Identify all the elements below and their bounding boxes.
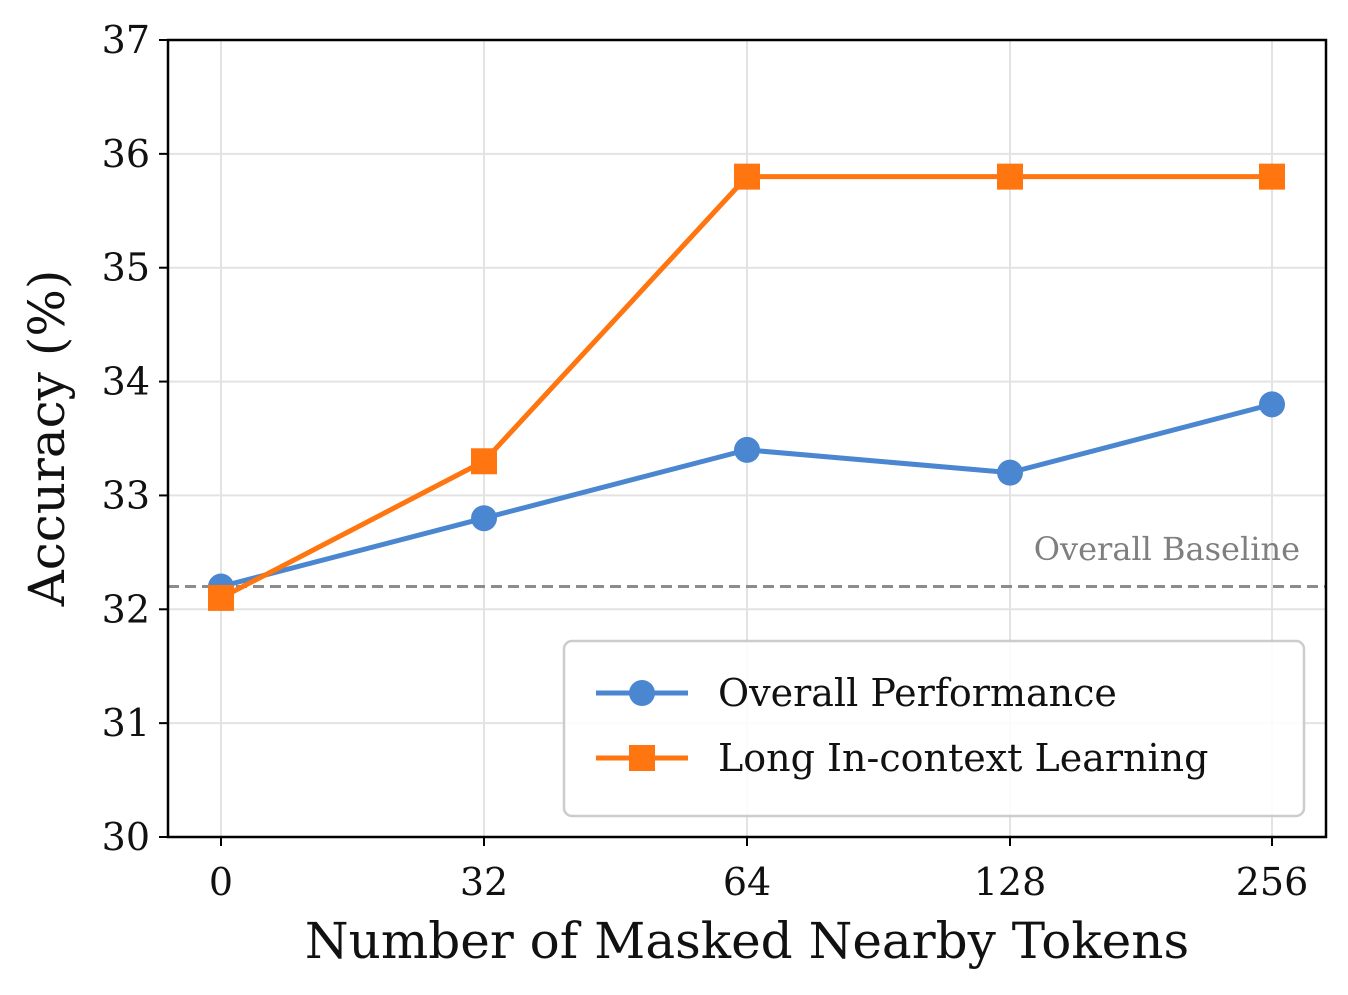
x-tick-label: 64 <box>723 860 771 904</box>
baseline-group: Overall Baseline <box>168 530 1326 589</box>
x-tick-label: 128 <box>974 860 1047 904</box>
legend-box <box>562 639 1306 818</box>
x-tick-label: 256 <box>1236 860 1309 904</box>
legend-label: Long In-context Learning <box>718 736 1208 780</box>
legend: Overall Performance Long In-context Learn… <box>562 639 1306 818</box>
data-point <box>1259 391 1285 418</box>
baseline-label: Overall Baseline <box>1034 530 1300 568</box>
y-tick-label: 34 <box>102 360 150 404</box>
data-point <box>997 163 1023 190</box>
data-point <box>734 163 760 190</box>
x-tick-label: 0 <box>209 860 233 904</box>
x-tick-label: 32 <box>460 860 508 904</box>
y-axis-title: Accuracy (%) <box>18 270 76 608</box>
x-axis-title: Number of Masked Nearby Tokens <box>305 912 1189 970</box>
data-point <box>734 436 760 463</box>
legend-marker <box>629 745 655 771</box>
data-point <box>208 584 234 611</box>
y-tick-label: 36 <box>102 132 150 176</box>
data-point <box>471 505 497 532</box>
axis-ticks: 30 31 32 33 34 35 36 37 0 32 64 128 256 <box>102 18 1309 904</box>
y-tick-label: 35 <box>102 246 150 290</box>
data-point <box>997 459 1023 486</box>
series-group <box>208 163 1285 611</box>
y-tick-label: 31 <box>102 701 150 745</box>
y-tick-label: 30 <box>102 815 150 859</box>
data-point <box>1259 163 1285 190</box>
data-point <box>471 448 497 475</box>
y-tick-label: 32 <box>102 587 150 631</box>
y-tick-label: 33 <box>102 473 150 517</box>
legend-label: Overall Performance <box>718 671 1117 715</box>
y-tick-label: 37 <box>102 18 150 62</box>
legend-marker <box>629 680 655 706</box>
